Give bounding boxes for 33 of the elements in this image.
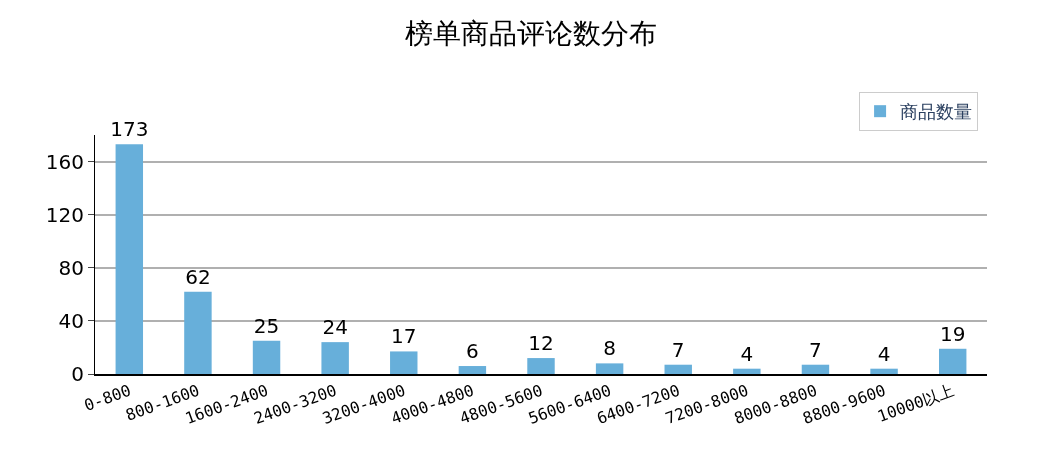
data-label: 12 [528, 331, 554, 356]
data-label: 62 [185, 264, 211, 289]
bar [801, 364, 830, 374]
data-label: 6 [466, 339, 479, 364]
data-label: 7 [671, 337, 685, 362]
bar [184, 291, 212, 374]
y-tick-label: 40 [58, 308, 84, 333]
legend-label: 商品数量 [900, 101, 973, 123]
y-tick-label: 160 [45, 149, 84, 174]
bar [595, 363, 624, 374]
bar [115, 144, 144, 374]
bar [664, 364, 692, 374]
bar [870, 368, 898, 374]
bar [458, 366, 487, 374]
y-tick-label: 120 [45, 202, 84, 227]
data-label: 4 [877, 341, 891, 366]
bar [321, 342, 349, 374]
bar [252, 340, 281, 374]
bar [938, 348, 967, 374]
y-tick-label: 0 [71, 362, 84, 386]
chart-title: 榜单商品评论数分布 [405, 16, 657, 50]
bar [390, 351, 418, 374]
data-label: 8 [603, 336, 616, 361]
data-label: 24 [322, 315, 348, 340]
bar [733, 368, 761, 374]
data-label: 7 [809, 337, 822, 362]
data-label: 173 [110, 117, 149, 142]
data-label: 25 [253, 313, 280, 338]
data-label: 17 [391, 324, 417, 349]
data-label: 4 [740, 341, 754, 366]
data-label: 19 [939, 321, 966, 346]
bar [527, 358, 555, 374]
y-tick-label: 80 [58, 255, 84, 280]
